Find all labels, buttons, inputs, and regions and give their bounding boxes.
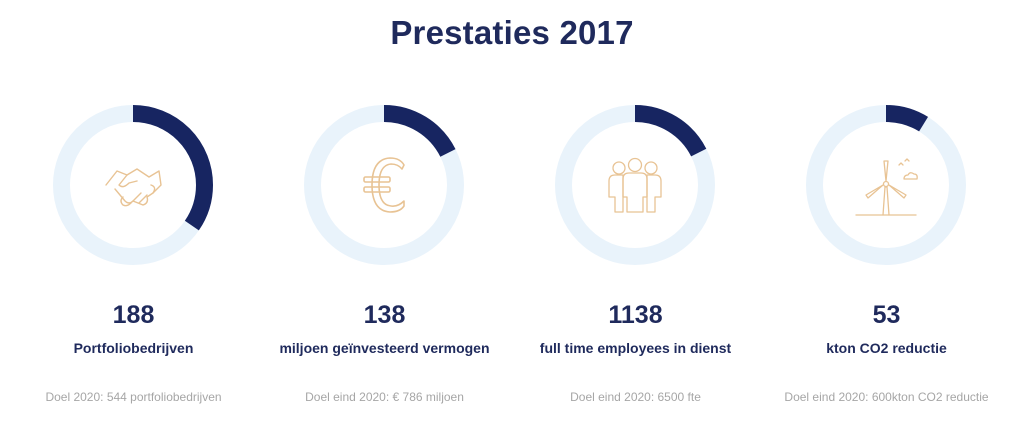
stat-value: 53 (872, 301, 901, 329)
stat-label: kton CO2 reductie (826, 340, 947, 356)
stat-vermogen: 138 miljoen geïnvesteerd vermogen Doel e… (259, 0, 510, 425)
stat-label: miljoen geïnvesteerd vermogen (279, 340, 490, 356)
ring-progress (53, 105, 213, 265)
stat-value: 1138 (608, 301, 663, 329)
stat-goal: Doel eind 2020: 600kton CO2 reductie (784, 390, 989, 404)
progress-ring (806, 105, 966, 265)
euro-icon (363, 157, 405, 213)
progress-ring (304, 105, 464, 265)
stat-value: 188 (112, 301, 155, 329)
stat-value: 138 (363, 301, 406, 329)
people-icon (608, 157, 662, 213)
stat-portfoliobedrijven: 188 Portfoliobedrijven Doel 2020: 544 po… (8, 0, 259, 425)
ring-progress (806, 105, 966, 265)
handshake-icon (105, 168, 162, 207)
stat-label: full time employees in dienst (539, 340, 732, 356)
progress-ring (555, 105, 715, 265)
stat-co2: 53 kton CO2 reductie Doel eind 2020: 600… (761, 0, 1012, 425)
ring-progress (555, 105, 715, 265)
ring-progress (304, 105, 464, 265)
stat-label: Portfoliobedrijven (73, 340, 194, 356)
progress-ring (53, 105, 213, 265)
stat-goal: Doel eind 2020: 6500 fte (570, 390, 701, 404)
page-title: Prestaties 2017 (390, 14, 634, 51)
wind-turbine-icon (855, 158, 918, 216)
stat-goal: Doel eind 2020: € 786 miljoen (305, 390, 464, 404)
ring-track (806, 105, 966, 265)
stat-goal: Doel 2020: 544 portfoliobedrijven (45, 390, 222, 404)
stat-employees: 1138 full time employees in dienst Doel … (510, 0, 761, 425)
